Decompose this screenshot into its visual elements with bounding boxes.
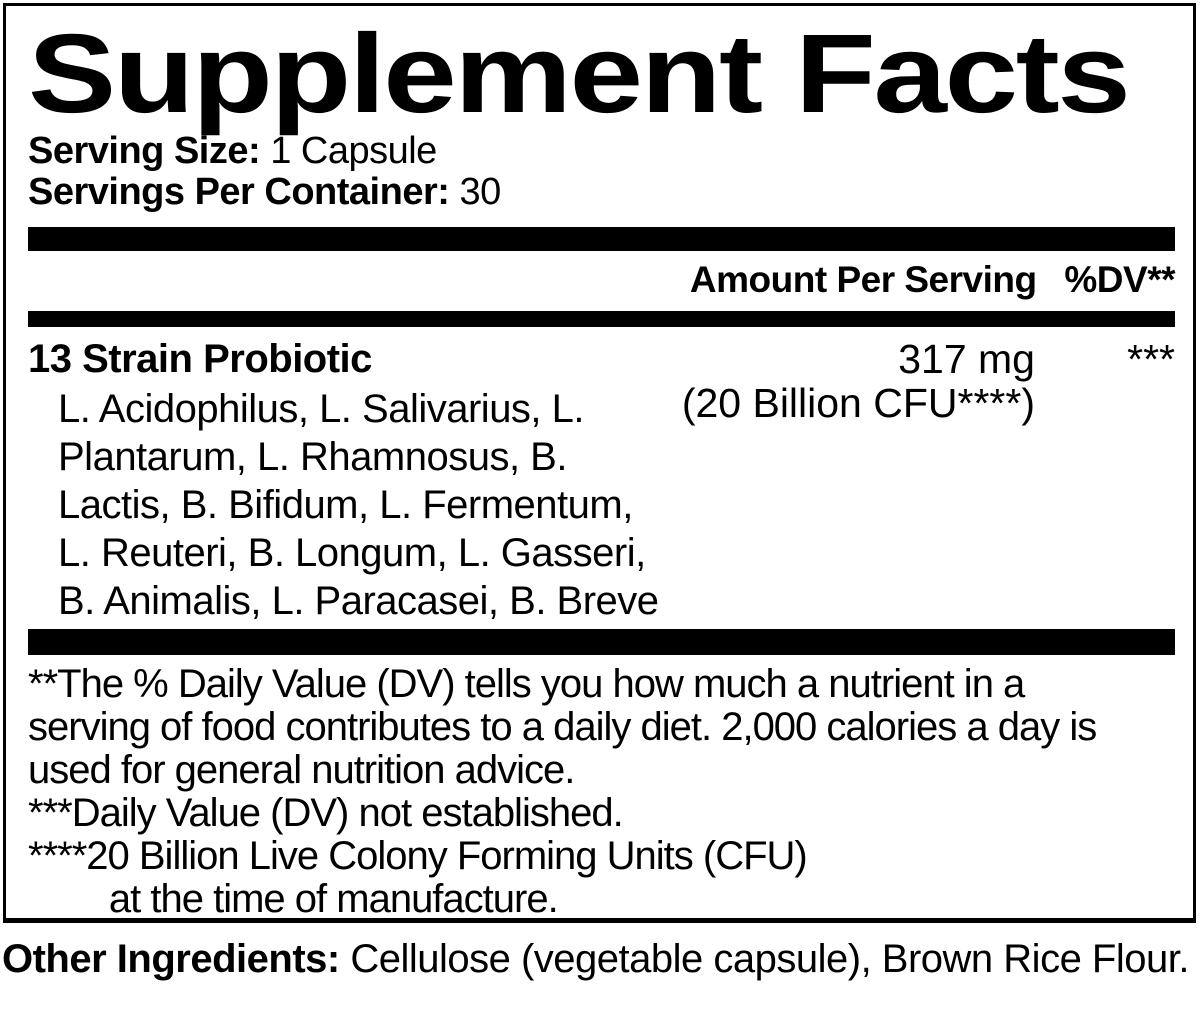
serving-size-line: Serving Size: 1 Capsule — [28, 131, 1175, 172]
other-ingredients-text: Cellulose (vegetable capsule), Brown Ric… — [350, 937, 1189, 981]
ingredient-name: 13 Strain Probiotic — [28, 337, 372, 381]
ingredient-dv: *** — [1127, 336, 1175, 382]
header-underline-bar — [28, 311, 1175, 327]
percent-dv-header: %DV** — [1064, 259, 1175, 300]
serving-size-label: Serving Size: — [28, 130, 261, 172]
servings-per-container-value: 30 — [459, 171, 501, 213]
other-ingredients-section: Other Ingredients: Cellulose (vegetable … — [2, 936, 1194, 983]
column-header-row: Amount Per Serving %DV** — [28, 251, 1176, 311]
footnotes-text: **The % Daily Value (DV) tells you how m… — [28, 662, 1097, 921]
servings-per-container-label: Servings Per Container: — [28, 171, 450, 213]
footnote-separator-bar — [28, 629, 1175, 655]
serving-size-value: 1 Capsule — [270, 130, 437, 172]
supplement-facts-label-box: Supplement Facts Serving Size: 1 Capsule… — [3, 3, 1196, 923]
servings-per-container-line: Servings Per Container: 30 — [28, 172, 1175, 213]
ingredient-amount: 317 mg (20 Billion CFU****) — [681, 336, 1035, 426]
amount-per-serving-header: Amount Per Serving — [689, 259, 1037, 300]
top-separator-bar — [28, 227, 1175, 251]
ingredient-name-column: 13 Strain Probiotic L. Acidophilus, L. S… — [28, 337, 682, 625]
other-ingredients-label: Other Ingredients: — [2, 937, 340, 981]
ingredient-row: 13 Strain Probiotic L. Acidophilus, L. S… — [28, 327, 1175, 625]
strain-list: L. Acidophilus, L. Salivarius, L. Planta… — [58, 387, 659, 623]
supplement-facts-title: Supplement Facts — [28, 11, 1131, 136]
